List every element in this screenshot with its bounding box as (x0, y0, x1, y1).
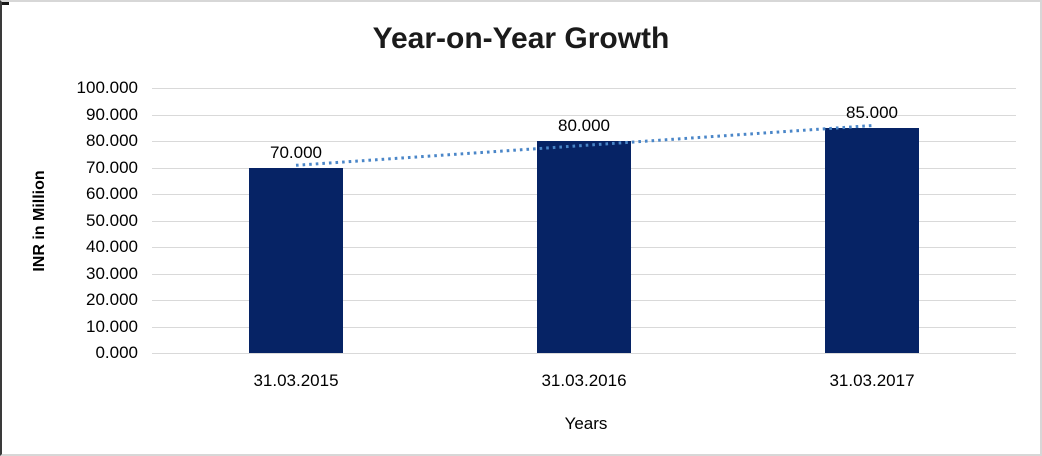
bar-value-label: 85.000 (846, 102, 898, 122)
chart-title: Year-on-Year Growth (372, 22, 670, 55)
y-tick-label: 20.000 (86, 290, 138, 309)
bar (825, 127, 919, 353)
y-tick-label: 70.000 (86, 157, 138, 177)
y-tick-label: 40.000 (86, 237, 138, 256)
y-tick-label: 60.000 (86, 184, 138, 203)
x-tick-label: 31.03.2015 (253, 371, 339, 390)
gridline (152, 88, 1016, 89)
frame-corner-mark (2, 2, 9, 5)
y-tick-label: 30.000 (86, 263, 138, 283)
x-tick-label: 31.03.2017 (829, 371, 915, 390)
plot-area: 0.000 10.000 20.000 30.000 40.000 50.000 60.00… (77, 78, 1016, 390)
x-axis-title: Years (564, 414, 608, 433)
y-tick-label: 80.000 (86, 131, 138, 150)
bar-value-label: 80.000 (558, 116, 610, 135)
y-tick-label: 90.000 (86, 104, 138, 124)
bar (537, 141, 631, 353)
y-tick-label: 10.000 (86, 316, 138, 336)
gridline (152, 353, 1016, 354)
y-tick-label: 0.000 (95, 343, 138, 362)
x-tick-label: 31.03.2016 (541, 371, 627, 390)
bar-value-label: 70.000 (270, 142, 322, 162)
bar (249, 167, 343, 353)
y-tick-label: 50.000 (86, 210, 138, 230)
trendline (295, 124, 873, 167)
gridline (152, 114, 1016, 116)
y-tick-label: 100.000 (76, 78, 138, 97)
